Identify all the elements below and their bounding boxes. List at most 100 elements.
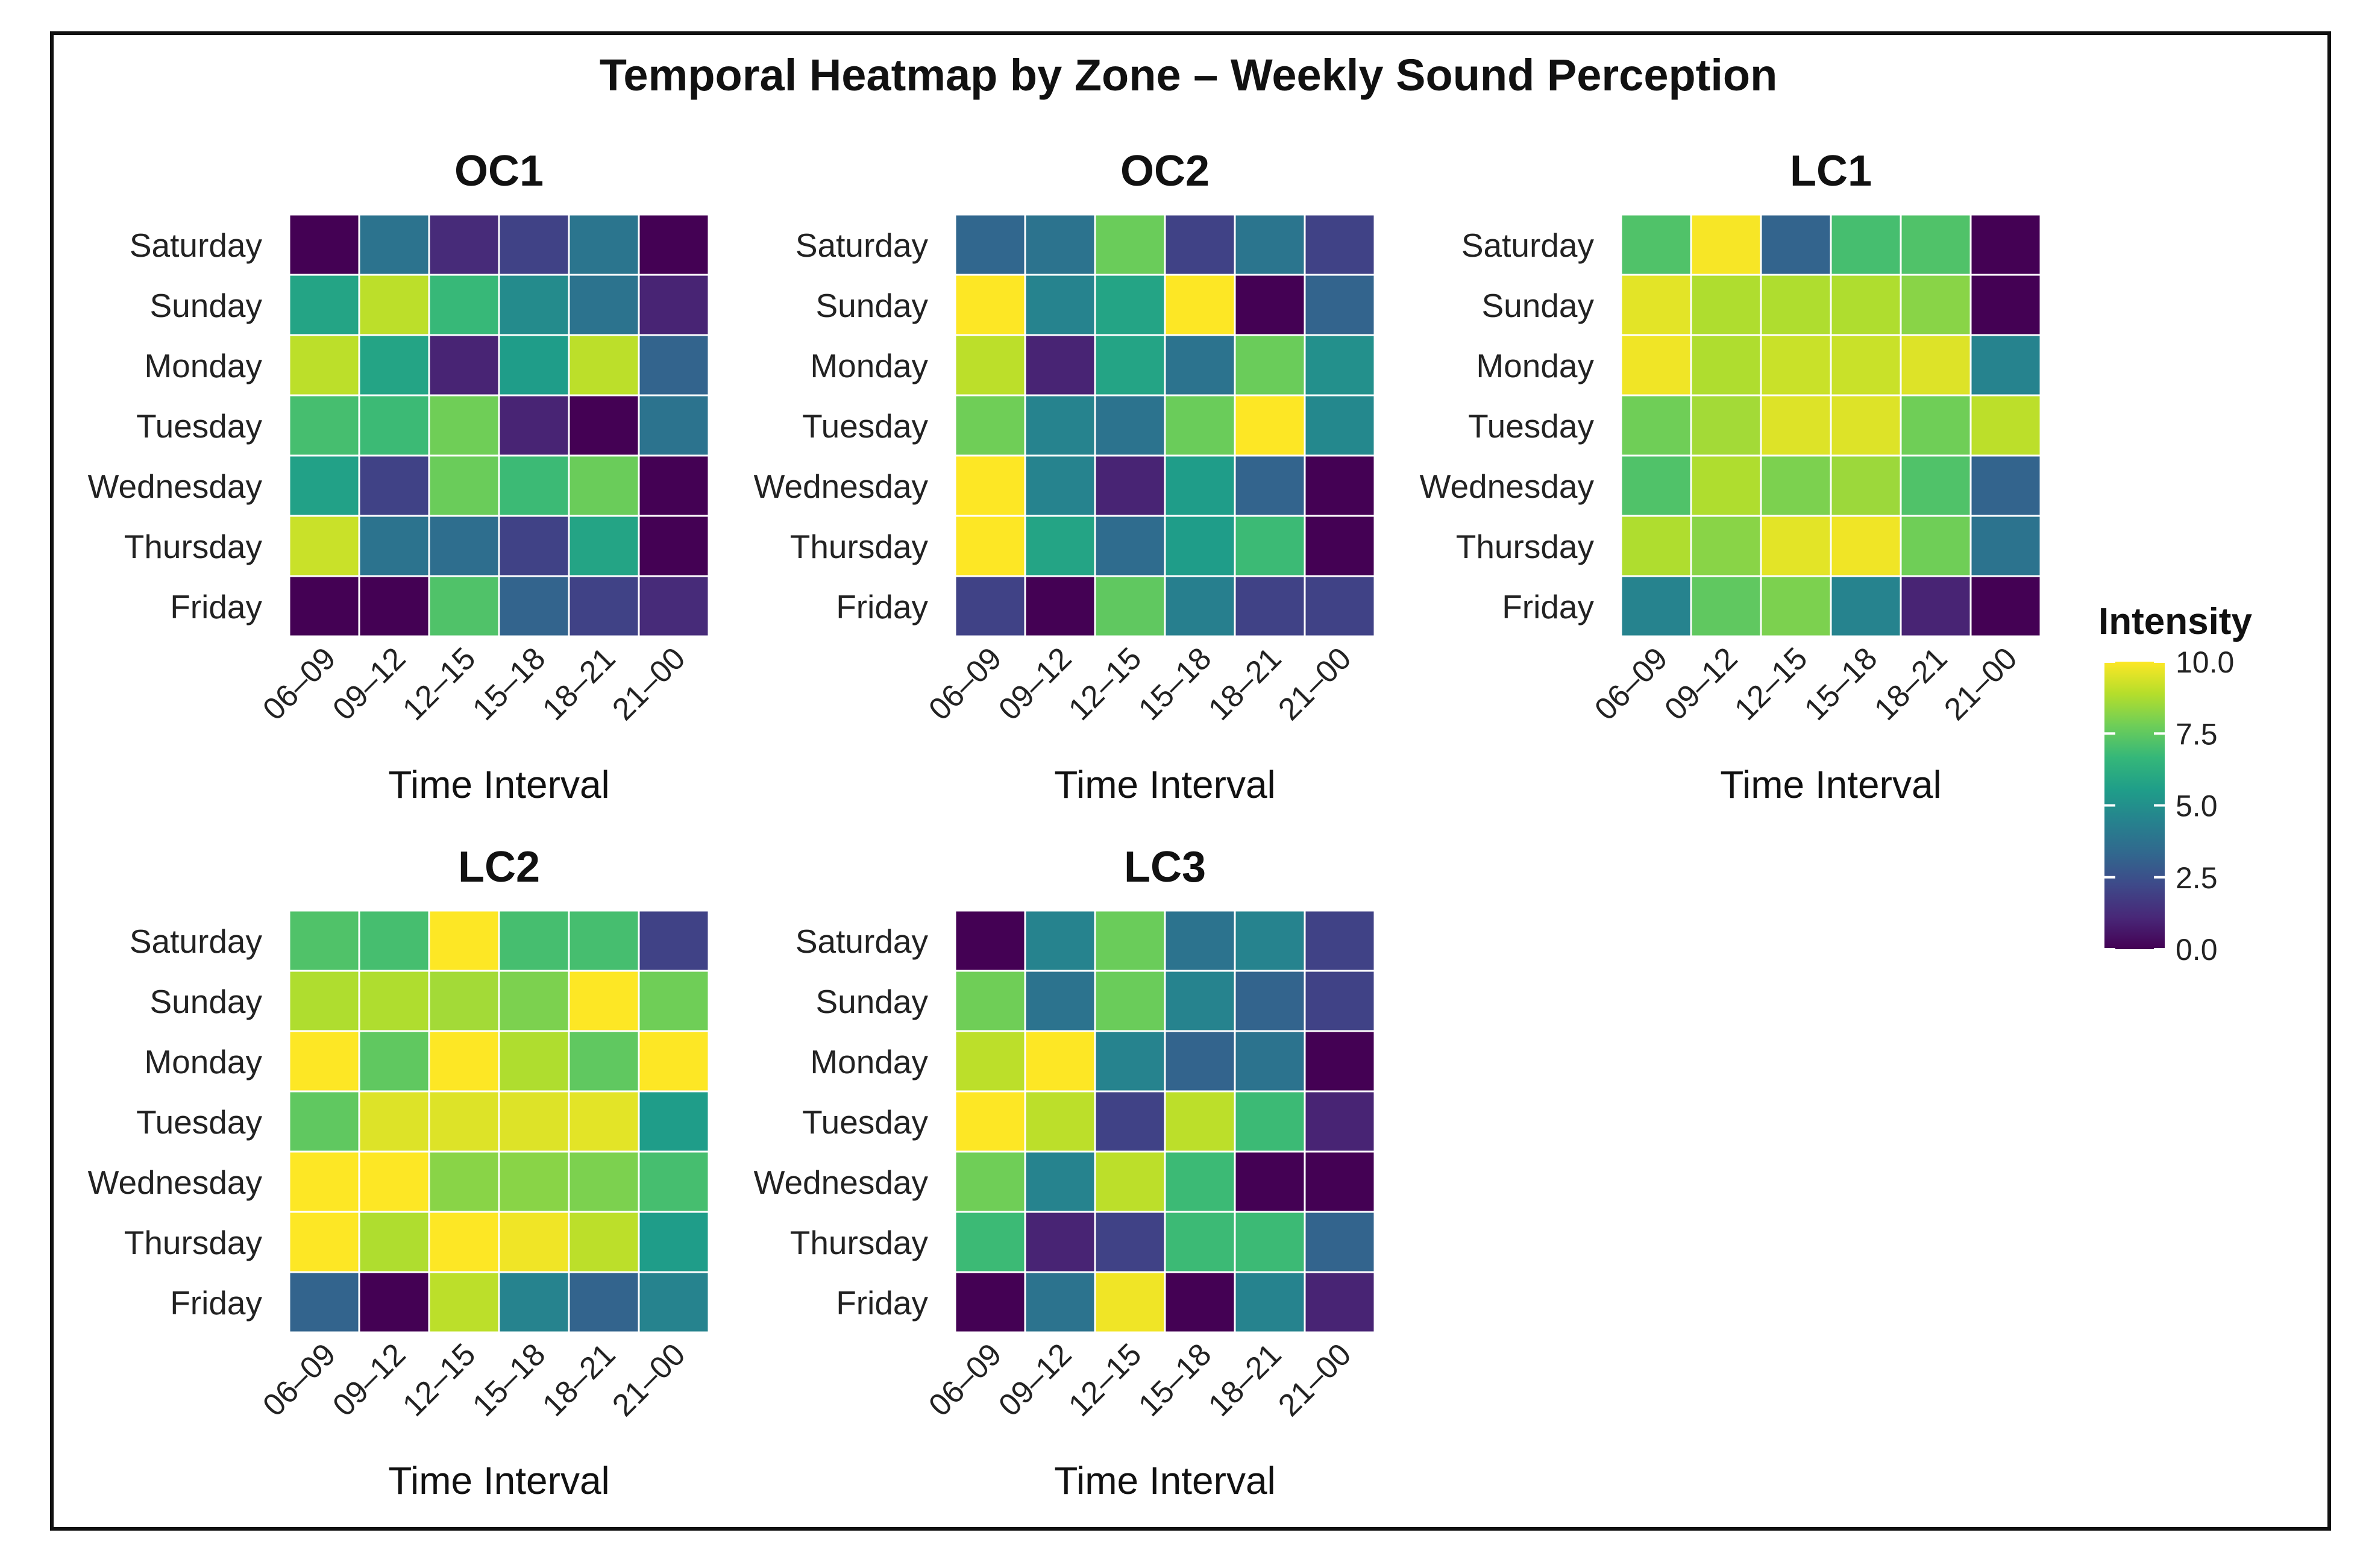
x-tick-label: 18–21 [536, 641, 622, 727]
x-tick-label: 21–00 [1938, 641, 2024, 727]
heatmap-cell [358, 1271, 430, 1334]
panel-title: OC1 [454, 147, 544, 195]
panel-lc2: LC2 Saturday Sunday Monday Tuesday Wednesday T… [88, 843, 710, 1502]
heatmap-cell [428, 515, 500, 577]
heatmap-cell [1304, 970, 1376, 1032]
heatmap-cell [638, 274, 710, 336]
heatmap-cell [1234, 274, 1306, 336]
heatmap-cell [1969, 575, 2042, 638]
x-tick-label: 06–09 [922, 641, 1008, 727]
heatmap-cell [954, 575, 1026, 638]
heatmap-cell [498, 394, 570, 457]
heatmap-cell [954, 515, 1026, 577]
y-tick-label: Monday [144, 347, 262, 384]
heatmap-cell [1094, 1090, 1166, 1153]
heatmap-cell [638, 1271, 710, 1334]
heatmap-cell [954, 274, 1026, 336]
heatmap-cell [1304, 454, 1376, 517]
heatmap-cell [428, 1271, 500, 1334]
y-tick-label: Friday [1502, 588, 1594, 626]
panel-title: LC3 [1124, 843, 1206, 891]
heatmap-cell [568, 1211, 640, 1273]
heatmap-cell [1024, 909, 1096, 972]
heatmap-cell [428, 1211, 500, 1273]
heatmap-cell [1690, 213, 1762, 276]
y-tick-label: Tuesday [802, 1103, 928, 1141]
heatmap-cell [1969, 454, 2042, 517]
heatmap-cell [358, 970, 430, 1032]
heatmap-cell [1760, 334, 1832, 397]
x-axis-title: Time Interval [1054, 763, 1276, 806]
heatmap-cell [954, 394, 1026, 457]
heatmap-cell [498, 1150, 570, 1213]
heatmap-cell [428, 1150, 500, 1213]
heatmap-cell [498, 1271, 570, 1334]
heatmap-cell [1234, 1211, 1306, 1273]
y-tick-label: Wednesday [754, 468, 929, 505]
heatmap-cell [568, 1271, 640, 1334]
heatmap-cell [1024, 334, 1096, 397]
heatmap-cell [288, 1090, 360, 1153]
y-tick-label: Wednesday [754, 1164, 929, 1201]
heatmap-cell [288, 394, 360, 457]
heatmap-cell [1024, 394, 1096, 457]
y-tick-label: Saturday [796, 923, 929, 960]
heatmap-cell [1164, 1030, 1236, 1093]
y-tick-label: Wednesday [88, 468, 263, 505]
heatmap-cell [1900, 515, 1972, 577]
heatmap-cell [1164, 213, 1236, 276]
heatmap-cell [498, 454, 570, 517]
legend-tick-label: 10.0 [2176, 645, 2234, 679]
figure-title: Temporal Heatmap by Zone – Weekly Sound … [600, 50, 1778, 100]
heatmap-cell [428, 274, 500, 336]
heatmap-cell [954, 213, 1026, 276]
heatmap-cell [498, 1090, 570, 1153]
heatmap-cell [1024, 970, 1096, 1032]
heatmap-cell [498, 515, 570, 577]
heatmap-cell [568, 515, 640, 577]
x-tick-label: 06–09 [256, 1337, 342, 1423]
heatmap-cell [568, 575, 640, 638]
heatmap-cell [498, 274, 570, 336]
x-tick-label: 09–12 [326, 641, 412, 727]
heatmap-cell [358, 1030, 430, 1093]
heatmap-cell [1969, 213, 2042, 276]
heatmap-cell [288, 909, 360, 972]
y-tick-label: Sunday [815, 287, 928, 324]
x-tick-label: 12–15 [1062, 641, 1148, 727]
heatmap-cell [1760, 394, 1832, 457]
y-tick-label: Saturday [130, 923, 263, 960]
heatmap-cell [1234, 575, 1306, 638]
heatmap-cell [1024, 454, 1096, 517]
heatmap-cell [1760, 575, 1832, 638]
heatmap-cell [1234, 454, 1306, 517]
y-tick-label: Saturday [1461, 227, 1595, 264]
y-tick-label: Wednesday [88, 1164, 263, 1201]
heatmap-cell [638, 213, 710, 276]
heatmap-cell [1304, 575, 1376, 638]
heatmap-cell [1760, 213, 1832, 276]
heatmap-cell [1094, 575, 1166, 638]
legend-title: Intensity [2098, 601, 2252, 642]
heatmap-cell [1690, 515, 1762, 577]
heatmap-cell [1024, 515, 1096, 577]
heatmap-cell [568, 1090, 640, 1153]
panel-oc1: OC1 Saturday Sunday Monday Tuesday Wednesday T… [88, 147, 710, 806]
panel-lc1: LC1 Saturday Sunday Monday Tuesday Wednesday T… [1420, 147, 2042, 806]
heatmap-cell [1234, 1030, 1306, 1093]
heatmap-cell [568, 970, 640, 1032]
heatmap-cell [288, 213, 360, 276]
heatmap-cell [568, 1030, 640, 1093]
panel-title: LC2 [458, 843, 540, 891]
y-tick-label: Friday [170, 1284, 262, 1322]
heatmap-cell [288, 334, 360, 397]
heatmap-cell [1094, 274, 1166, 336]
heatmap-cell [358, 454, 430, 517]
heatmap-cell [358, 394, 430, 457]
heatmap-cell [1024, 575, 1096, 638]
heatmap-cell [1900, 394, 1972, 457]
heatmap-cell [358, 1090, 430, 1153]
heatmap-cell [1690, 274, 1762, 336]
x-tick-label: 15–18 [466, 641, 552, 727]
